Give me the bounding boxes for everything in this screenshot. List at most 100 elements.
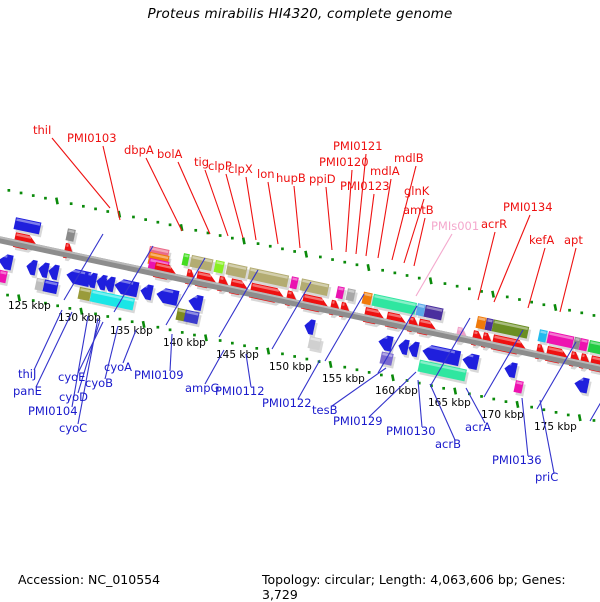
gene-arrow-blue-2[interactable] bbox=[24, 259, 40, 279]
leader-line bbox=[104, 325, 119, 380]
gene-box-magenta-2[interactable] bbox=[289, 276, 301, 293]
gene-arrow-blue-13[interactable] bbox=[302, 318, 318, 338]
gene-arrow-blue-6[interactable] bbox=[84, 272, 100, 292]
gene-box-magenta-3[interactable] bbox=[335, 286, 347, 303]
gene-box-darkolive-1[interactable] bbox=[491, 319, 532, 342]
gene-label-acrr[interactable]: acrR bbox=[481, 217, 507, 231]
gene-arrow-blue-17[interactable] bbox=[420, 343, 464, 370]
gene-label-dbpa[interactable]: dbpA bbox=[124, 143, 154, 157]
gene-label-cyod[interactable]: cyoD bbox=[59, 390, 88, 404]
gene-label-pane[interactable]: panE bbox=[13, 384, 42, 398]
gene-arrow-blue-18[interactable] bbox=[460, 352, 482, 373]
gene-label-lon[interactable]: lon bbox=[257, 167, 275, 181]
gene-label-cyob[interactable]: cyoB bbox=[85, 376, 113, 390]
gene-box-magenta-4[interactable] bbox=[546, 331, 577, 352]
gene-label-acrb[interactable]: acrB bbox=[435, 437, 461, 451]
gene-label-pmi0121[interactable]: PMI0121 bbox=[333, 139, 383, 153]
gene-arrow-blue-10[interactable] bbox=[138, 283, 156, 304]
gene-label-cyoa[interactable]: cyoA bbox=[104, 360, 132, 374]
gene-label-hupb[interactable]: hupB bbox=[276, 171, 306, 185]
gene-label-cyoc[interactable]: cyoC bbox=[59, 421, 87, 435]
gene-label-pmi0123[interactable]: PMI0123 bbox=[340, 179, 390, 193]
gene-box-spring-r1[interactable] bbox=[417, 359, 469, 385]
scale-leader-line bbox=[483, 329, 524, 398]
scale-leader-line bbox=[63, 233, 104, 301]
gene-box-gray-1[interactable] bbox=[65, 228, 78, 245]
gene-box-cyan-r1[interactable] bbox=[89, 289, 138, 314]
gene-box-olive-3[interactable] bbox=[247, 267, 292, 291]
gene-label-tig[interactable]: tig bbox=[194, 155, 209, 169]
gene-arrow-blue-14[interactable] bbox=[376, 334, 396, 355]
gene-arrow-blue-1[interactable] bbox=[0, 253, 16, 274]
gene-label-pmi0109[interactable]: PMI0109 bbox=[134, 368, 184, 382]
gene-label-bola[interactable]: bolA bbox=[157, 147, 183, 161]
gene-box-gray-r2[interactable] bbox=[307, 336, 324, 354]
gene-arrow-blue-5[interactable] bbox=[64, 267, 94, 290]
gene-label-ppid[interactable]: ppiD bbox=[309, 172, 336, 186]
gene-label-thij[interactable]: thiJ bbox=[18, 367, 36, 381]
gene-label-pmis001[interactable]: PMIs001 bbox=[431, 219, 479, 233]
rna-gene-labels[interactable]: PMIs001 bbox=[415, 219, 479, 297]
gene-label-ampg[interactable]: ampG bbox=[185, 381, 219, 395]
gene-label-pric[interactable]: priC bbox=[535, 470, 558, 484]
upper-guide-dots bbox=[7, 189, 596, 317]
leader-line bbox=[245, 353, 252, 388]
gene-box-magenta-r2[interactable] bbox=[513, 380, 526, 397]
scale-leader-line bbox=[165, 257, 206, 326]
gene-label-pmi0104[interactable]: PMI0104 bbox=[28, 404, 78, 418]
scale-label: 175 kbp bbox=[534, 421, 577, 433]
gene-label-cyoe[interactable]: cyoE bbox=[58, 370, 85, 384]
gene-label-apt[interactable]: apt bbox=[564, 233, 583, 247]
gene-label-pmi0103[interactable]: PMI0103 bbox=[67, 131, 117, 145]
reverse-strand-features[interactable] bbox=[0, 253, 592, 397]
gene-arrow-blue-3[interactable] bbox=[36, 261, 52, 282]
gene-arrow-blue-19[interactable] bbox=[502, 361, 520, 382]
gene-arrow-blue-15[interactable] bbox=[396, 338, 412, 359]
gene-arrow-blue-4[interactable] bbox=[46, 263, 62, 284]
gene-label-thii[interactable]: thiI bbox=[33, 123, 51, 137]
gene-label-clpp[interactable]: clpP bbox=[208, 159, 232, 173]
gene-label-kefa[interactable]: kefA bbox=[529, 233, 554, 247]
gene-arrow-blue-12[interactable] bbox=[186, 293, 206, 314]
gene-box-lime-1[interactable] bbox=[213, 259, 227, 277]
leader-line bbox=[145, 157, 183, 232]
gene-box-olive-2[interactable] bbox=[225, 262, 250, 282]
gene-label-pmi0120[interactable]: PMI0120 bbox=[319, 155, 369, 169]
gene-label-glnk[interactable]: glnK bbox=[404, 184, 430, 198]
gene-box-spring-1[interactable] bbox=[371, 293, 420, 318]
gene-label-clpx[interactable]: clpX bbox=[228, 162, 253, 176]
gene-label-pmi0130[interactable]: PMI0130 bbox=[386, 424, 436, 438]
leader-line bbox=[33, 309, 63, 371]
gene-arrow-blue-20[interactable] bbox=[572, 376, 592, 397]
gene-box-purple-1[interactable] bbox=[423, 304, 446, 324]
gene-label-pmi0134[interactable]: PMI0134 bbox=[503, 200, 553, 214]
gene-box-olive-1[interactable] bbox=[189, 254, 216, 275]
gene-label-pmi0136[interactable]: PMI0136 bbox=[492, 453, 542, 467]
leader-line bbox=[331, 367, 387, 407]
scale-leader-line bbox=[271, 281, 312, 350]
leader-line bbox=[368, 371, 417, 418]
gene-label-tesb[interactable]: tesB bbox=[312, 403, 338, 417]
gene-arrow-blue-9[interactable] bbox=[112, 278, 142, 301]
gene-box-blue-1[interactable] bbox=[13, 217, 44, 238]
gene-box-magenta-r1[interactable] bbox=[0, 269, 10, 287]
gene-box-blue-r1[interactable] bbox=[42, 279, 61, 298]
gene-label-pmi0129[interactable]: PMI0129 bbox=[333, 414, 383, 428]
gene-box-orange-3[interactable] bbox=[475, 315, 489, 333]
gene-box-blue-r2[interactable] bbox=[183, 309, 202, 328]
gene-label-mdla[interactable]: mdlA bbox=[370, 164, 400, 178]
gene-label-amtb[interactable]: amtB bbox=[403, 203, 434, 217]
gene-arrow-blue-11[interactable] bbox=[154, 287, 182, 309]
gene-arrow-blue-16[interactable] bbox=[406, 340, 422, 361]
leader-line bbox=[429, 383, 456, 441]
gene-label-acra[interactable]: acrA bbox=[465, 420, 491, 434]
gene-label-pmi0122[interactable]: PMI0122 bbox=[262, 396, 312, 410]
leader-line bbox=[169, 333, 173, 372]
gene-label-pmi0112[interactable]: PMI0112 bbox=[215, 384, 265, 398]
gene-label-mdlb[interactable]: mdlB bbox=[394, 151, 424, 165]
gene-box-gray-2[interactable] bbox=[345, 288, 358, 305]
gene-arrow-blue-8[interactable] bbox=[102, 275, 118, 296]
